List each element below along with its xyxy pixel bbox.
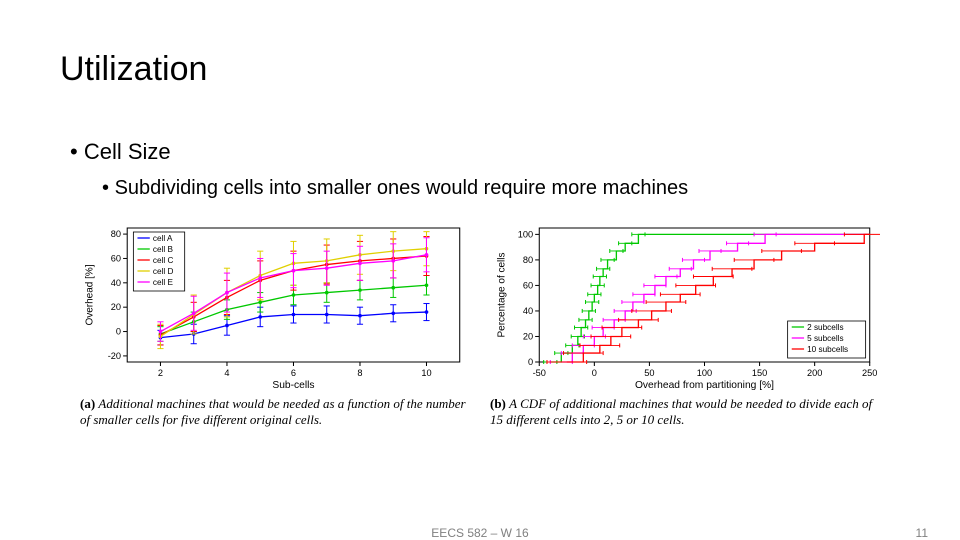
charts-row: 2 4 6 8 10 -20 0 20 40 60 80 Sub-cells Overhead [%] c… (60, 220, 900, 429)
svg-text:60: 60 (523, 281, 533, 291)
svg-text:cell C: cell C (153, 256, 174, 265)
caption-b: (b) A CDF of additional machines that wo… (490, 396, 880, 429)
svg-text:0: 0 (528, 357, 533, 367)
svg-text:10: 10 (421, 368, 431, 378)
svg-text:40: 40 (523, 306, 533, 316)
caption-a: (a) Additional machines that would be ne… (80, 396, 470, 429)
svg-text:250: 250 (862, 368, 877, 378)
svg-text:50: 50 (644, 368, 654, 378)
svg-text:cell A: cell A (153, 234, 173, 243)
footer-page-number: 11 (916, 526, 928, 540)
svg-text:Sub-cells: Sub-cells (272, 380, 314, 390)
caption-a-text: Additional machines that would be needed… (80, 396, 466, 427)
bullet-subdividing: Subdividing cells into smaller ones woul… (60, 177, 900, 200)
svg-text:20: 20 (111, 302, 121, 312)
svg-text:10 subcells: 10 subcells (807, 345, 848, 354)
svg-text:-50: -50 (533, 368, 546, 378)
chart-b: -50050100150200250020406080100Overhead f… (490, 220, 880, 390)
slide-title: Utilization (60, 50, 900, 89)
svg-text:cell E: cell E (153, 278, 174, 287)
svg-text:Overhead from partitioning [%]: Overhead from partitioning [%] (635, 380, 774, 390)
svg-text:150: 150 (752, 368, 767, 378)
svg-text:80: 80 (523, 255, 533, 265)
svg-text:Overhead [%]: Overhead [%] (84, 264, 95, 325)
svg-text:200: 200 (807, 368, 822, 378)
svg-text:0: 0 (592, 368, 597, 378)
svg-text:100: 100 (518, 229, 533, 239)
caption-b-label: (b) (490, 396, 506, 411)
svg-text:60: 60 (111, 254, 121, 264)
svg-text:6: 6 (291, 368, 296, 378)
bullet-cell-size: Cell Size (60, 139, 900, 165)
svg-text:100: 100 (697, 368, 712, 378)
svg-text:5 subcells: 5 subcells (807, 334, 843, 343)
svg-text:4: 4 (224, 368, 229, 378)
svg-text:cell D: cell D (153, 267, 174, 276)
svg-text:Percentage of cells: Percentage of cells (496, 253, 507, 338)
svg-text:8: 8 (357, 368, 362, 378)
footer-course: EECS 582 – W 16 (431, 526, 528, 540)
chart-panel-b: -50050100150200250020406080100Overhead f… (490, 220, 880, 429)
chart-a: 2 4 6 8 10 -20 0 20 40 60 80 Sub-cells Overhead [%] c… (80, 220, 470, 390)
svg-text:40: 40 (111, 278, 121, 288)
svg-text:-20: -20 (108, 351, 121, 361)
caption-b-text: A CDF of additional machines that would … (490, 396, 872, 427)
svg-text:80: 80 (111, 229, 121, 239)
svg-text:cell B: cell B (153, 245, 173, 254)
svg-text:0: 0 (116, 327, 121, 337)
svg-text:2 subcells: 2 subcells (807, 323, 843, 332)
svg-text:2: 2 (158, 368, 163, 378)
slide: Utilization Cell Size Subdividing cells … (0, 0, 960, 540)
caption-a-label: (a) (80, 396, 95, 411)
chart-panel-a: 2 4 6 8 10 -20 0 20 40 60 80 Sub-cells Overhead [%] c… (80, 220, 470, 429)
svg-text:20: 20 (523, 332, 533, 342)
